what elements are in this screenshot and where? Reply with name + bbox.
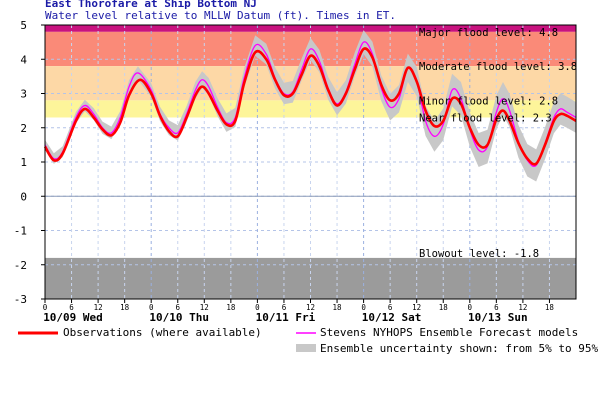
y-tick-label: 1 xyxy=(20,156,27,169)
legend-forecast-label: Stevens NYHOPS Ensemble Forecast models xyxy=(320,326,579,339)
y-tick-label: 5 xyxy=(20,19,27,32)
x-hour-label: 12 xyxy=(94,303,103,312)
x-hour-label: 0 xyxy=(149,303,154,312)
y-tick-label: 2 xyxy=(20,122,27,135)
chart-subtitle: Water level relative to MLLW Datum (ft).… xyxy=(45,9,396,22)
x-hour-label: 18 xyxy=(226,303,236,312)
blowout-label: Blowout level: -1.8 xyxy=(419,248,539,260)
x-day-label: 10/09 Wed xyxy=(43,311,103,324)
flood-label-1: Moderate flood level: 3.8 xyxy=(419,61,577,73)
x-hour-label: 0 xyxy=(468,303,473,312)
observations-line xyxy=(43,47,577,166)
y-tick-label: -2 xyxy=(14,259,27,272)
y-tick-label: -1 xyxy=(14,225,27,238)
legend-observations-label: Observations (where available) xyxy=(63,326,262,339)
x-day-label: 10/12 Sat xyxy=(362,311,422,324)
x-hour-label: 0 xyxy=(43,303,48,312)
x-hour-label: 6 xyxy=(388,303,393,312)
x-day-label: 10/13 Sun xyxy=(468,311,528,324)
x-hour-label: 0 xyxy=(255,303,260,312)
x-day-label: 10/10 Thu xyxy=(149,311,209,324)
x-hour-label: 12 xyxy=(518,303,527,312)
flood-label-0: Major flood level: 4.8 xyxy=(419,27,558,39)
y-tick-label: 4 xyxy=(20,53,27,66)
x-hour-label: 18 xyxy=(333,303,343,312)
x-hour-label: 12 xyxy=(200,303,209,312)
y-tick-label: 3 xyxy=(20,88,27,101)
flood-label-2: Minor flood level: 2.8 xyxy=(419,95,558,107)
uncertainty-band xyxy=(45,30,576,182)
x-hour-label: 12 xyxy=(306,303,315,312)
chart-title: East Thorofare at Ship Bottom NJ xyxy=(45,0,257,10)
x-hour-label: 6 xyxy=(175,303,180,312)
x-day-label: 10/11 Fri xyxy=(256,311,316,324)
x-hour-label: 12 xyxy=(412,303,421,312)
x-hour-label: 18 xyxy=(120,303,130,312)
x-hour-label: 6 xyxy=(69,303,74,312)
y-tick-label: -3 xyxy=(14,293,27,306)
legend-uncertainty-label: Ensemble uncertainty shown: from 5% to 9… xyxy=(320,342,600,355)
flood-label-3: Near flood level: 2.3 xyxy=(419,112,552,124)
x-hour-label: 18 xyxy=(439,303,449,312)
y-tick-label: 0 xyxy=(20,190,27,203)
x-hour-label: 18 xyxy=(545,303,555,312)
flood-band-0 xyxy=(45,25,576,32)
x-hour-label: 6 xyxy=(494,303,499,312)
forecast-line xyxy=(44,41,577,168)
x-hour-label: 0 xyxy=(361,303,366,312)
x-hour-label: 6 xyxy=(282,303,287,312)
